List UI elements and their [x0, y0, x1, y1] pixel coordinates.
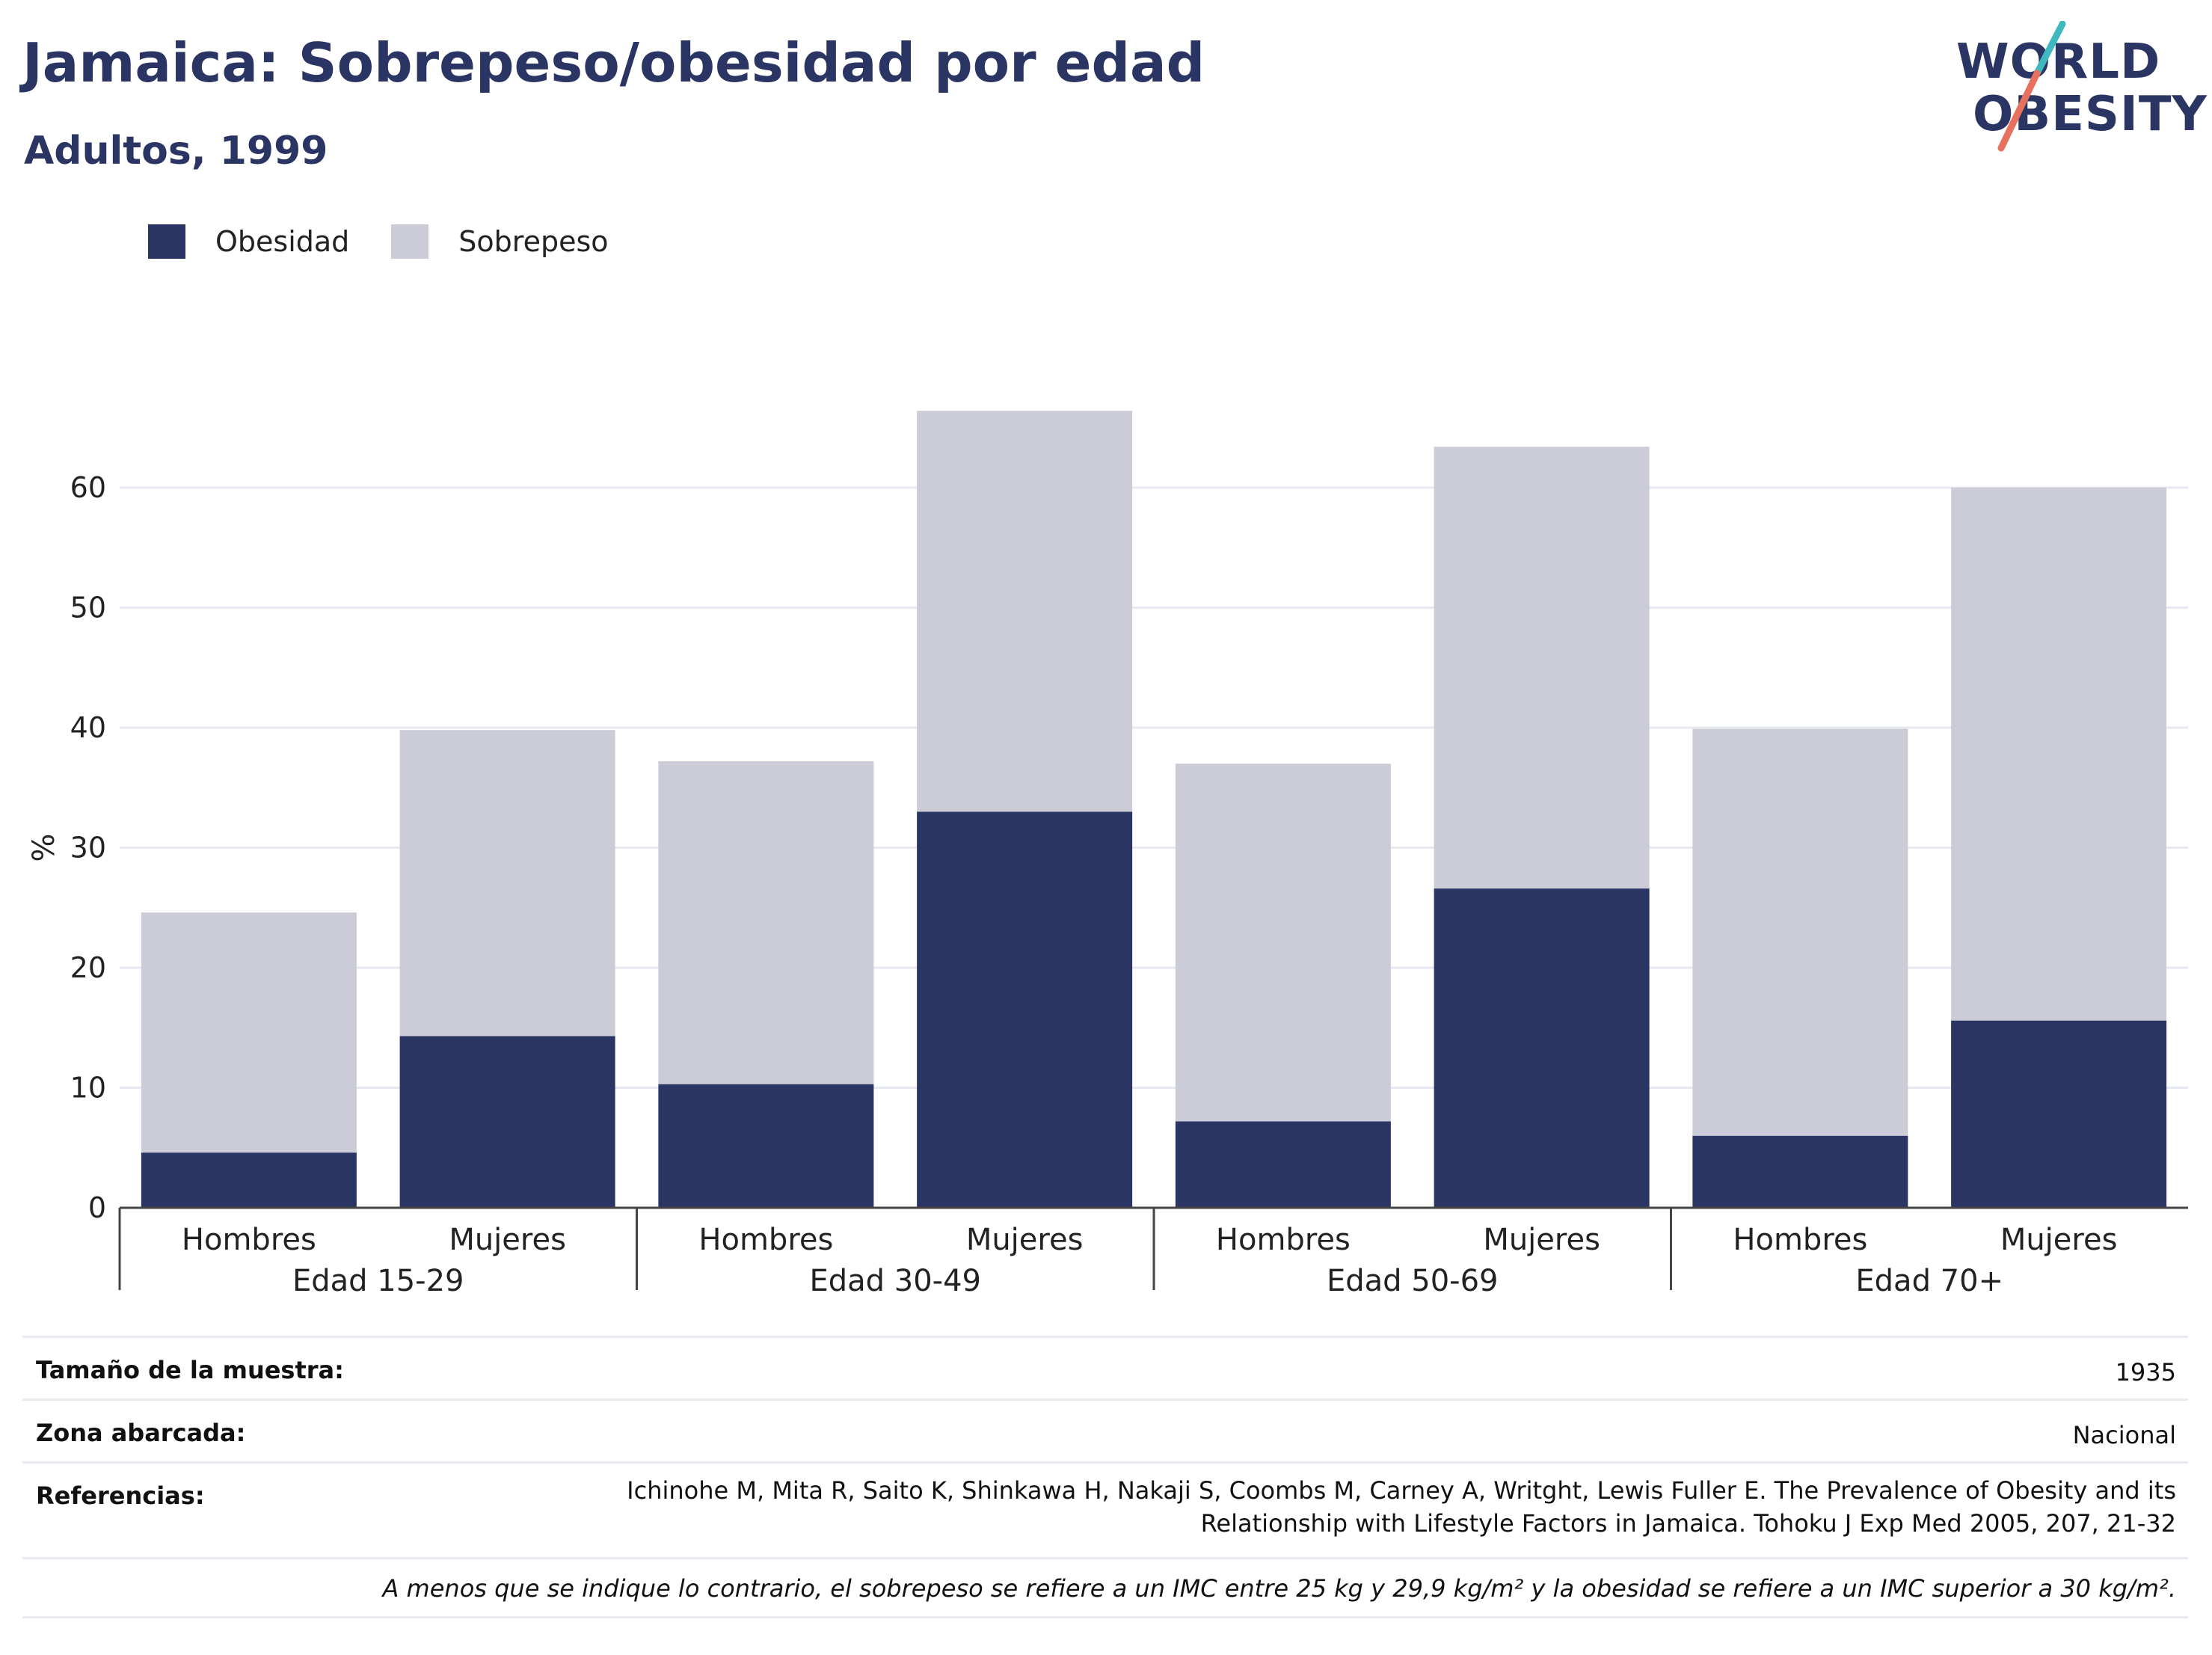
- y-tick-label: 60: [70, 471, 106, 504]
- bar-sobrepeso: [917, 411, 1133, 812]
- page-subtitle: Adultos, 1999: [24, 129, 328, 174]
- bar-obesidad: [141, 1152, 357, 1208]
- bar-sobrepeso: [1692, 728, 1908, 1136]
- area-value: Nacional: [2072, 1421, 2176, 1449]
- bar-obesidad: [1175, 1121, 1391, 1208]
- bar-sobrepeso: [1175, 764, 1391, 1122]
- x-tick-label: Hombres: [1733, 1223, 1867, 1257]
- stacked-bar-chart: 0 10 20 30 40 50 60% Hombres Mujeres Hombres Mujer…: [27, 411, 2188, 1298]
- references-line-1: Ichinohe M, Mita R, Saito K, Shinkawa H,…: [627, 1476, 2176, 1505]
- info-row-footnote: A menos que se indique lo contrario, el …: [22, 1557, 2188, 1618]
- bar-sobrepeso: [1951, 488, 2167, 1021]
- x-tick-label: Hombres: [1216, 1223, 1351, 1257]
- legend-item-obesidad[interactable]: Obesidad: [148, 224, 349, 259]
- sample-size-value: 1935: [2115, 1358, 2176, 1387]
- bar-obesidad: [917, 811, 1133, 1208]
- logo-line-world: WORLD: [1956, 34, 2161, 90]
- logo-slash-icon: [1997, 21, 2066, 152]
- area-label: Zona abarcada:: [36, 1419, 246, 1447]
- legend-item-sobrepeso[interactable]: Sobrepeso: [391, 224, 609, 259]
- bar-sobrepeso: [1434, 446, 1650, 889]
- bar-obesidad: [1951, 1020, 2167, 1208]
- x-tick-label: Mujeres: [449, 1223, 566, 1257]
- x-tick-label: Mujeres: [2000, 1223, 2118, 1257]
- legend-swatch-sobrepeso: [391, 224, 429, 259]
- info-row-references: Referencias: Ichinohe M, Mita R, Saito K…: [22, 1461, 2188, 1557]
- bar-sobrepeso: [399, 730, 615, 1037]
- y-tick-label: 0: [88, 1191, 106, 1224]
- bar-obesidad: [1434, 888, 1650, 1208]
- group-label: Edad 50-69: [1327, 1264, 1499, 1298]
- y-tick-label: 20: [70, 951, 106, 984]
- info-table: Tamaño de la muestra: 1935 Zona abarcada…: [22, 1336, 2188, 1618]
- legend-label-obesidad: Obesidad: [215, 225, 350, 258]
- x-tick-label: Hombres: [698, 1223, 833, 1257]
- page-title: Jamaica: Sobrepeso/obesidad por edad: [22, 31, 1205, 94]
- x-tick-label: Mujeres: [1483, 1223, 1600, 1257]
- bar-sobrepeso: [141, 912, 357, 1153]
- bar-obesidad: [658, 1084, 874, 1208]
- info-row-area: Zona abarcada: Nacional: [22, 1398, 2188, 1461]
- world-obesity-logo: WORLD OBESITY: [1944, 21, 2207, 156]
- references-value: Ichinohe M, Mita R, Saito K, Shinkawa H,…: [531, 1474, 2176, 1540]
- sample-size-label: Tamaño de la muestra:: [36, 1356, 344, 1384]
- bmi-footnote: A menos que se indique lo contrario, el …: [382, 1574, 2176, 1603]
- bar-obesidad: [399, 1036, 615, 1208]
- x-tick-label: Mujeres: [966, 1223, 1084, 1257]
- y-axis-label: %: [27, 833, 61, 862]
- legend-swatch-obesidad: [148, 224, 185, 259]
- y-tick-label: 30: [70, 832, 106, 865]
- y-tick-label: 50: [70, 592, 106, 624]
- group-label: Edad 15-29: [292, 1264, 464, 1298]
- y-tick-label: 40: [70, 711, 106, 744]
- references-label: Referencias:: [36, 1481, 205, 1510]
- info-row-sample: Tamaño de la muestra: 1935: [22, 1336, 2188, 1398]
- chart-legend: Obesidad Sobrepeso: [148, 223, 651, 260]
- x-tick-label: Hombres: [182, 1223, 316, 1257]
- legend-label-sobrepeso: Sobrepeso: [458, 225, 609, 258]
- group-label: Edad 30-49: [809, 1264, 981, 1298]
- bar-sobrepeso: [658, 761, 874, 1084]
- references-line-2: Relationship with Lifestyle Factors in J…: [1200, 1509, 2176, 1538]
- group-label: Edad 70+: [1855, 1264, 2003, 1298]
- y-tick-label: 10: [70, 1072, 106, 1105]
- bar-obesidad: [1692, 1135, 1908, 1208]
